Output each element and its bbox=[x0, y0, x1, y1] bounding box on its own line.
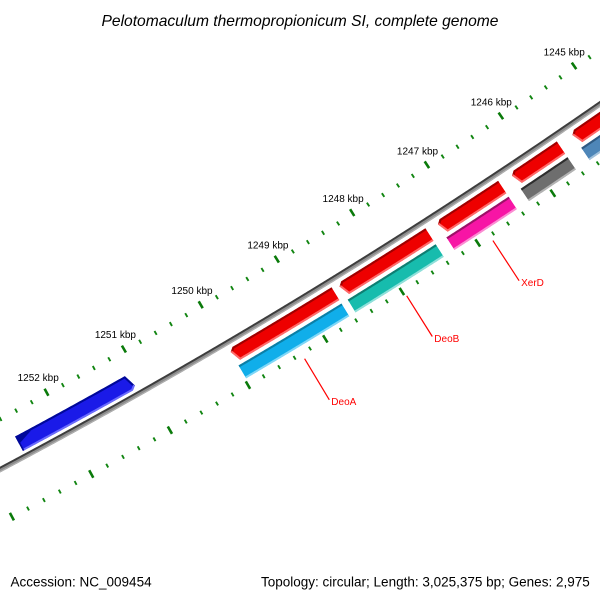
svg-text:1249 kbp: 1249 kbp bbox=[247, 241, 289, 252]
svg-text:1248 kbp: 1248 kbp bbox=[323, 194, 365, 205]
svg-text:XerD: XerD bbox=[521, 278, 544, 289]
svg-text:DeoB: DeoB bbox=[434, 334, 459, 345]
svg-text:Topology: circular; Length: 3,: Topology: circular; Length: 3,025,375 bp… bbox=[261, 574, 590, 589]
svg-text:1246 kbp: 1246 kbp bbox=[471, 98, 513, 109]
svg-text:Accession: NC_009454: Accession: NC_009454 bbox=[11, 574, 153, 589]
svg-text:DeoA: DeoA bbox=[331, 397, 356, 408]
svg-text:1250 kbp: 1250 kbp bbox=[171, 286, 213, 297]
svg-text:Pelotomaculum thermopropionicu: Pelotomaculum thermopropionicum SI, comp… bbox=[102, 13, 499, 30]
svg-text:1247 kbp: 1247 kbp bbox=[397, 146, 439, 157]
svg-text:1252 kbp: 1252 kbp bbox=[18, 373, 60, 384]
svg-text:1251 kbp: 1251 kbp bbox=[95, 330, 137, 341]
svg-text:1245 kbp: 1245 kbp bbox=[544, 48, 586, 59]
